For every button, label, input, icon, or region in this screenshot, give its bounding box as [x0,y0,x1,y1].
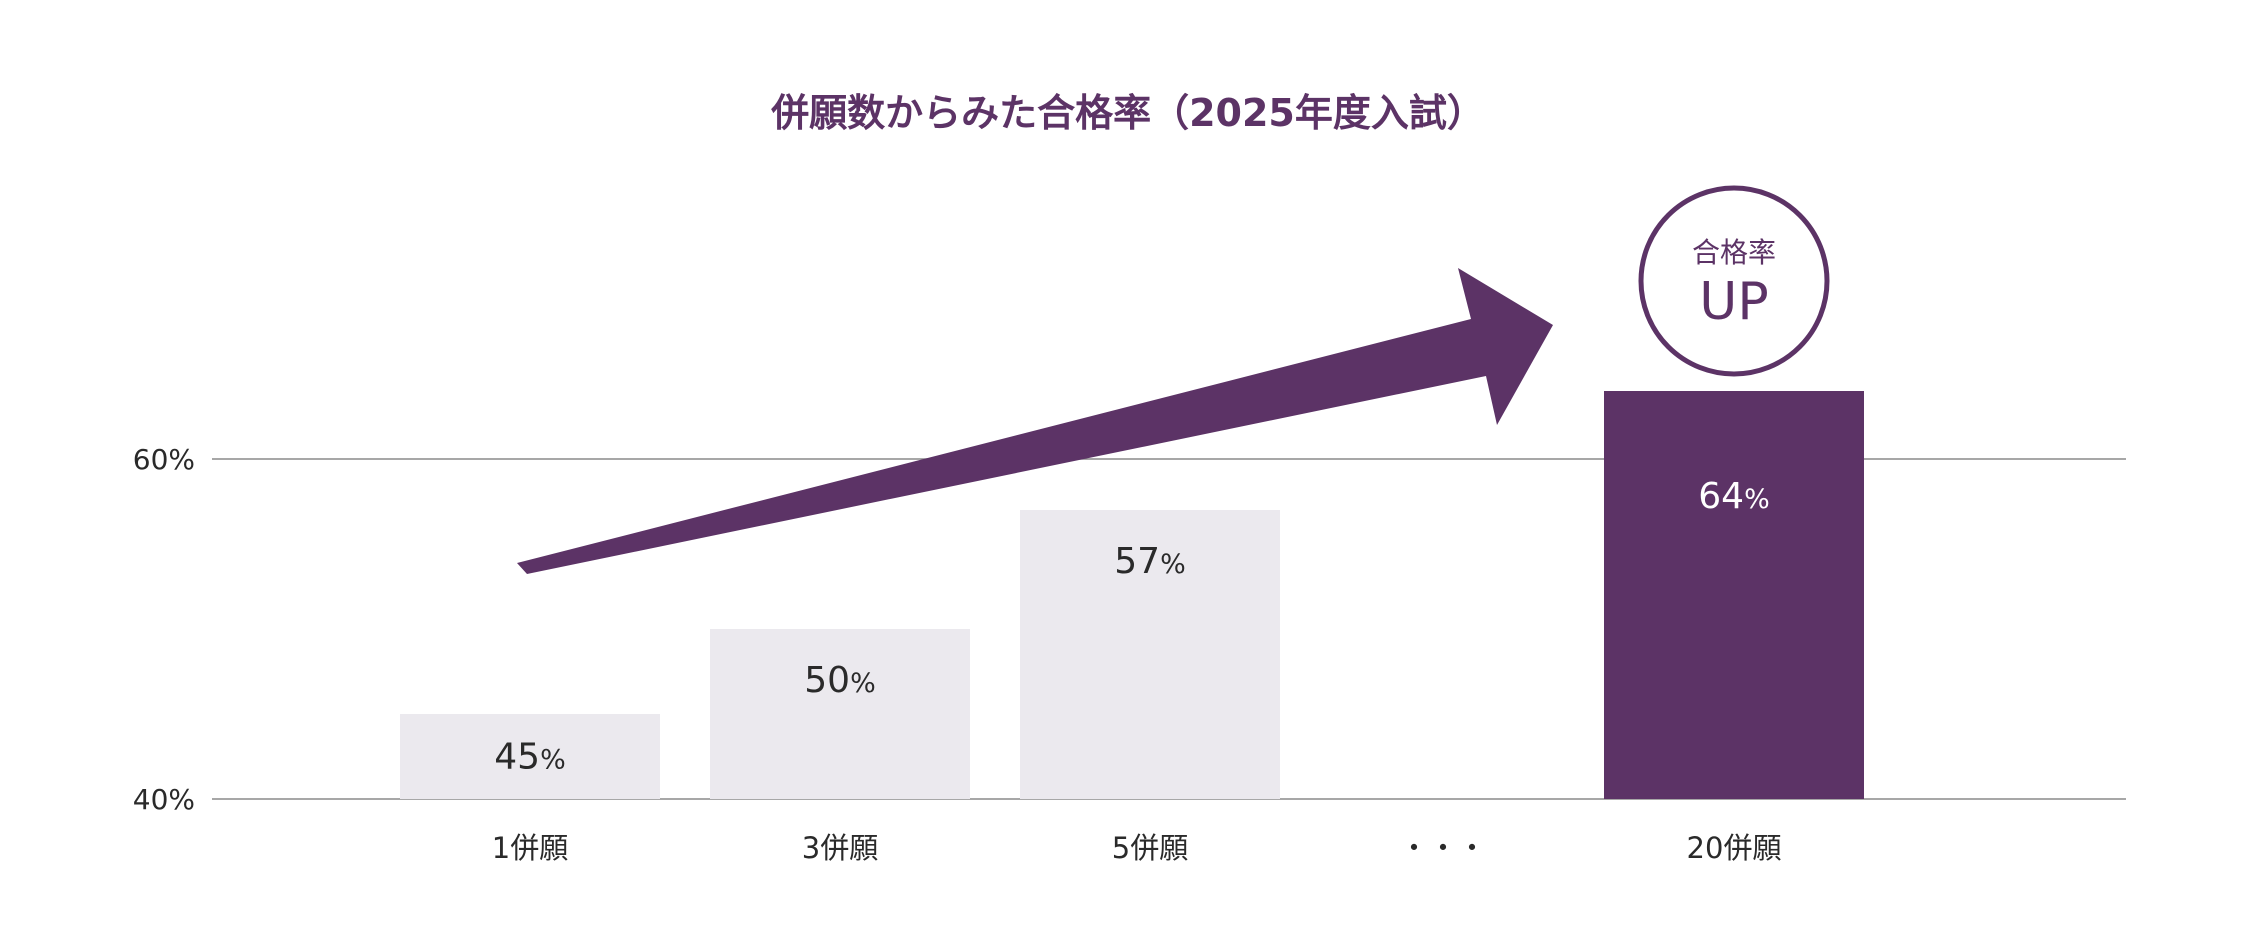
bars [400,391,1864,799]
data-label-1: 50% [804,660,875,701]
x-tick-label-1: 3併願 [802,831,878,865]
x-tick-label-4: 20併願 [1687,831,1782,865]
y-tick-label: 40% [133,783,195,816]
x-tick-label-3: ・・・ [1399,831,1486,865]
y-axis-ticks: 40% 60% [133,443,195,816]
data-label-0: 45% [494,737,565,778]
data-labels: 45% 50% 57% 64% [494,476,1769,778]
bar-1 [710,629,970,799]
chart-title: 併願数からみた合格率（2025年度入試） [770,91,1485,135]
data-label-2: 57% [1114,541,1185,582]
x-tick-label-0: 1併願 [492,831,568,865]
bar-0 [400,714,660,799]
badge-label-small: 合格率 [1692,236,1776,269]
y-tick-label: 60% [133,443,195,476]
badge-label-large: UP [1699,272,1768,332]
bar-2 [1020,510,1280,799]
x-axis-ticks: 1併願 3併願 5併願 ・・・ 20併願 [492,831,1782,865]
annotation: 合格率 UP [517,185,1830,574]
up-badge: 合格率 UP [1638,185,1830,377]
trend-up-arrow-icon [517,268,1553,574]
badge-circle [1638,185,1830,377]
x-tick-label-2: 5併願 [1112,831,1188,865]
data-label-4: 64% [1698,476,1769,517]
bar-4 [1604,391,1864,799]
